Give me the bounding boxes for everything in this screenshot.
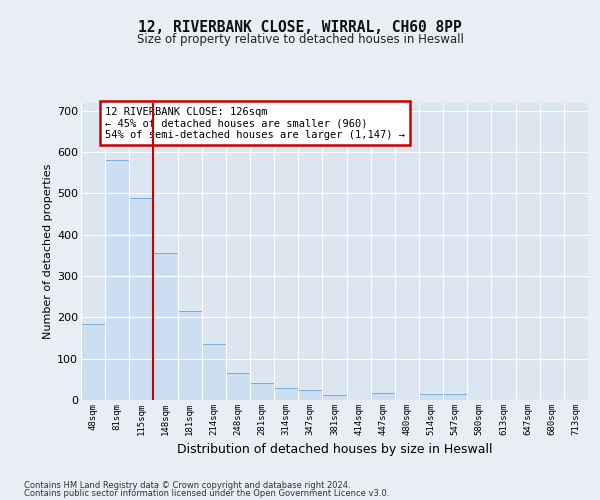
Bar	[419, 394, 443, 400]
Text: Contains HM Land Registry data © Crown copyright and database right 2024.: Contains HM Land Registry data © Crown c…	[24, 480, 350, 490]
Text: Size of property relative to detached houses in Heswall: Size of property relative to detached ho…	[137, 34, 463, 46]
X-axis label: Distribution of detached houses by size in Heswall: Distribution of detached houses by size …	[177, 444, 492, 456]
Text: 12, RIVERBANK CLOSE, WIRRAL, CH60 8PP: 12, RIVERBANK CLOSE, WIRRAL, CH60 8PP	[138, 20, 462, 35]
Bar	[274, 388, 298, 400]
Bar	[371, 392, 395, 400]
Bar	[443, 394, 467, 400]
Bar	[154, 254, 178, 400]
Bar	[81, 324, 105, 400]
Bar	[105, 160, 129, 400]
Bar	[202, 344, 226, 400]
Text: 12 RIVERBANK CLOSE: 126sqm
← 45% of detached houses are smaller (960)
54% of sem: 12 RIVERBANK CLOSE: 126sqm ← 45% of deta…	[105, 106, 405, 140]
Bar	[298, 390, 322, 400]
Bar	[129, 198, 154, 400]
Text: Contains public sector information licensed under the Open Government Licence v3: Contains public sector information licen…	[24, 489, 389, 498]
Bar	[178, 311, 202, 400]
Bar	[226, 373, 250, 400]
Bar	[250, 384, 274, 400]
Y-axis label: Number of detached properties: Number of detached properties	[43, 164, 53, 339]
Bar	[322, 395, 347, 400]
